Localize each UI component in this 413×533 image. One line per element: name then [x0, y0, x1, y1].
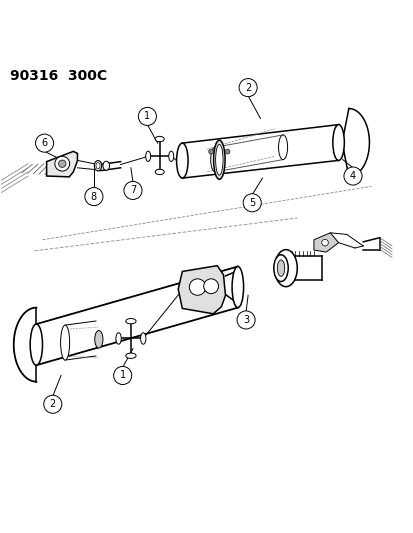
Ellipse shape	[126, 353, 136, 358]
Ellipse shape	[169, 151, 173, 161]
Circle shape	[208, 149, 213, 154]
Text: 2: 2	[50, 399, 56, 409]
Circle shape	[203, 279, 218, 294]
Ellipse shape	[145, 151, 150, 161]
Text: 6: 6	[41, 138, 47, 148]
Ellipse shape	[273, 255, 287, 281]
Circle shape	[123, 181, 142, 199]
Text: 2: 2	[244, 83, 251, 93]
Polygon shape	[313, 233, 338, 252]
Circle shape	[237, 311, 254, 329]
Text: 5: 5	[249, 198, 255, 208]
Circle shape	[58, 160, 66, 167]
Circle shape	[242, 193, 261, 212]
Polygon shape	[47, 151, 77, 177]
Ellipse shape	[155, 169, 164, 175]
Ellipse shape	[95, 330, 103, 348]
Ellipse shape	[213, 140, 225, 179]
Polygon shape	[178, 265, 225, 314]
Circle shape	[85, 188, 103, 206]
Circle shape	[138, 107, 156, 125]
Ellipse shape	[278, 135, 287, 159]
Ellipse shape	[116, 333, 121, 344]
Ellipse shape	[94, 160, 102, 171]
Ellipse shape	[176, 143, 188, 178]
Circle shape	[225, 149, 230, 154]
Circle shape	[238, 78, 256, 96]
Ellipse shape	[277, 260, 284, 277]
Ellipse shape	[232, 266, 243, 308]
Ellipse shape	[30, 324, 43, 365]
Circle shape	[114, 366, 131, 384]
Circle shape	[189, 279, 205, 295]
Text: 4: 4	[349, 171, 355, 181]
Ellipse shape	[274, 249, 297, 287]
Circle shape	[36, 134, 54, 152]
Circle shape	[321, 239, 328, 246]
Ellipse shape	[126, 319, 136, 324]
Ellipse shape	[103, 161, 109, 170]
Circle shape	[343, 167, 361, 185]
Ellipse shape	[140, 333, 145, 344]
Circle shape	[44, 395, 62, 413]
Text: 1: 1	[144, 111, 150, 122]
Ellipse shape	[60, 325, 69, 360]
Ellipse shape	[215, 144, 223, 175]
Ellipse shape	[210, 147, 219, 172]
Text: 3: 3	[242, 315, 249, 325]
Text: 1: 1	[119, 370, 126, 381]
Text: 7: 7	[130, 185, 136, 196]
Text: 8: 8	[90, 191, 97, 201]
Circle shape	[55, 156, 69, 171]
Ellipse shape	[332, 125, 344, 160]
Ellipse shape	[155, 136, 164, 142]
Text: 90316  300C: 90316 300C	[9, 69, 107, 83]
